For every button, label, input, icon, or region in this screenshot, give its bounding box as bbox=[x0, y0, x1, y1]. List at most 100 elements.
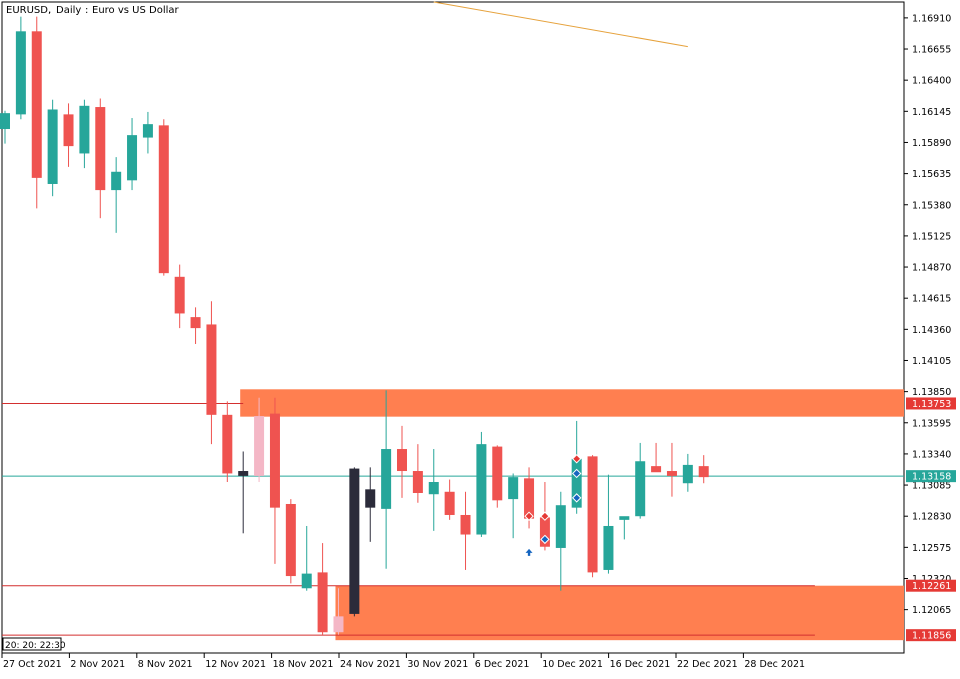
levels-layer bbox=[2, 1, 904, 636]
candle-body bbox=[206, 324, 217, 415]
x-tick-label: 30 Nov 2021 bbox=[407, 659, 468, 670]
plot-frame bbox=[1, 1, 905, 654]
price-badge bbox=[906, 579, 956, 592]
price-badge bbox=[906, 470, 956, 483]
arrow-up-icon bbox=[525, 548, 533, 556]
symbol-label: EURUSD. bbox=[6, 5, 51, 16]
y-tick-label: 1.13340 bbox=[912, 449, 951, 460]
time-tag-box bbox=[2, 637, 62, 651]
candle-body bbox=[492, 446, 503, 501]
candle-body bbox=[142, 124, 153, 138]
candle-body bbox=[508, 477, 519, 500]
time-tag: 20: 20: 22:30 bbox=[2, 637, 66, 651]
candle-body bbox=[254, 416, 265, 476]
x-tick-label: 12 Nov 2021 bbox=[205, 659, 266, 670]
candle-body bbox=[412, 471, 423, 493]
time-tag-text: 20: 20: 22:30 bbox=[5, 641, 66, 651]
x-tick-label: 22 Dec 2021 bbox=[677, 659, 738, 670]
candle-body bbox=[428, 482, 439, 495]
y-tick-label: 1.14105 bbox=[912, 356, 951, 367]
diamond-icon bbox=[524, 511, 534, 521]
y-tick-label: 1.13085 bbox=[912, 481, 951, 492]
candle-body bbox=[666, 471, 677, 476]
y-tick-label: 1.14870 bbox=[912, 263, 951, 274]
y-tick-label: 1.12320 bbox=[912, 574, 951, 585]
y-tick-label: 1.15125 bbox=[912, 231, 951, 242]
candle-body bbox=[47, 109, 58, 184]
zones-layer bbox=[240, 389, 905, 641]
y-tick-label: 1.14360 bbox=[912, 325, 951, 336]
trendline bbox=[433, 1, 688, 48]
y-tick-label: 1.16910 bbox=[912, 13, 951, 24]
candle-body bbox=[0, 113, 10, 130]
price-badge-label: 1.13158 bbox=[912, 472, 951, 483]
candle-body bbox=[79, 105, 90, 154]
y-tick-label: 1.14615 bbox=[912, 294, 951, 305]
candle-body bbox=[333, 616, 344, 633]
header-colon: : bbox=[85, 5, 88, 16]
candle-body bbox=[15, 31, 26, 115]
candle-body bbox=[317, 572, 328, 633]
candle-body bbox=[682, 464, 693, 484]
candle-body bbox=[301, 573, 312, 589]
candle-body bbox=[587, 456, 598, 573]
x-tick-label: 27 Oct 2021 bbox=[3, 659, 62, 670]
price-badge bbox=[906, 397, 956, 410]
candle-body bbox=[571, 458, 582, 508]
price-badge-label: 1.12261 bbox=[912, 581, 951, 592]
y-tick-label: 1.15635 bbox=[912, 169, 951, 180]
candle-body bbox=[222, 414, 233, 474]
x-tick-label: 16 Dec 2021 bbox=[610, 659, 671, 670]
diamond-icon bbox=[540, 534, 550, 545]
candle-body bbox=[539, 517, 550, 547]
diamond-icon bbox=[571, 454, 582, 464]
candle-body bbox=[476, 444, 487, 535]
candle-body bbox=[349, 468, 360, 614]
diamond-icon bbox=[571, 493, 582, 503]
candle-body bbox=[381, 449, 392, 509]
candle-body bbox=[524, 478, 535, 519]
y-tick-label: 1.16145 bbox=[912, 107, 951, 118]
price-badge bbox=[906, 629, 956, 642]
y-axis-layer: 1.16910 1.16655 1.16400 1.16145 1.15890 1.156… bbox=[904, 13, 956, 642]
candle-body bbox=[619, 516, 630, 520]
x-tick-label: 6 Dec 2021 bbox=[475, 659, 530, 670]
x-tick-label: 24 Nov 2021 bbox=[340, 659, 401, 670]
candle-body bbox=[444, 491, 455, 515]
y-tick-label: 1.12575 bbox=[912, 543, 951, 554]
candle-body bbox=[111, 171, 122, 191]
candle-body bbox=[365, 489, 376, 508]
candle-body bbox=[31, 31, 42, 178]
price-badge-label: 1.13753 bbox=[912, 399, 951, 410]
y-tick-label: 1.12065 bbox=[912, 605, 951, 616]
x-tick-label: 2 Nov 2021 bbox=[70, 659, 125, 670]
y-tick-label: 1.16655 bbox=[912, 45, 951, 56]
diamond-icon bbox=[571, 468, 582, 479]
x-tick-label: 28 Dec 2021 bbox=[744, 659, 805, 670]
supply-demand-zone bbox=[240, 389, 904, 417]
candle-body bbox=[651, 466, 662, 473]
supply-demand-zone bbox=[335, 585, 905, 641]
y-tick-label: 1.13850 bbox=[912, 387, 951, 398]
y-tick-label: 1.13595 bbox=[912, 418, 951, 429]
y-tick-label: 1.15380 bbox=[912, 200, 951, 211]
y-tick-label: 1.12830 bbox=[912, 512, 951, 523]
markers-layer bbox=[524, 454, 582, 556]
x-axis-layer: 27 Oct 2021 2 Nov 2021 8 Nov 2021 12 Nov 20… bbox=[1, 653, 805, 670]
candle-body bbox=[190, 317, 201, 329]
y-tick-label: 1.15890 bbox=[912, 138, 951, 149]
x-tick-label: 18 Nov 2021 bbox=[273, 659, 334, 670]
candle-body bbox=[174, 276, 185, 314]
candle-body bbox=[698, 466, 709, 478]
y-tick-label: 1.16400 bbox=[912, 76, 951, 87]
candle-body bbox=[603, 525, 614, 570]
diamond-icon bbox=[540, 511, 550, 521]
candle-body bbox=[555, 505, 566, 548]
x-tick-label: 8 Nov 2021 bbox=[138, 659, 193, 670]
candles-layer bbox=[0, 16, 709, 635]
candle-body bbox=[127, 135, 138, 181]
x-tick-label: 10 Dec 2021 bbox=[542, 659, 603, 670]
candle-body bbox=[397, 449, 407, 472]
